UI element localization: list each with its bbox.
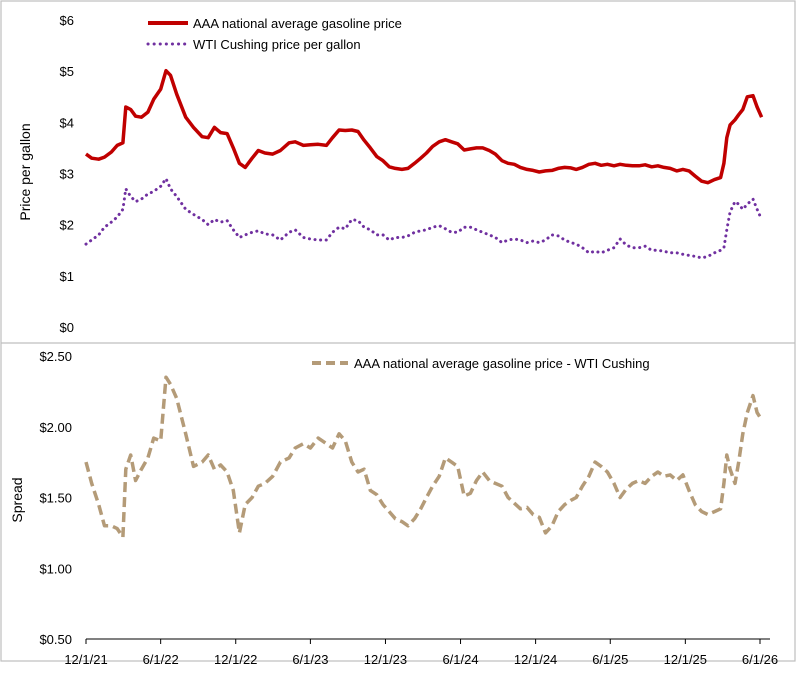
gasoline-price-line	[84, 68, 764, 185]
wti-price-line	[84, 175, 764, 260]
spread-x-ticks: 12/1/21 6/1/22 12/1/22 6/1/23 12/1/23 6/1/24 1…	[64, 639, 778, 667]
spread-y-axis-title: Spread	[9, 477, 25, 522]
spread-line	[84, 375, 764, 539]
x-tick-label: 12/1/24	[514, 652, 557, 667]
spread-y-tick-label: $1.00	[39, 561, 72, 576]
x-tick-label: 6/1/26	[742, 652, 778, 667]
price-y-ticks: $0 $1 $2 $3 $4 $5 $6	[60, 13, 74, 335]
spread-y-tick-label: $2.50	[39, 349, 72, 364]
spread-chart-panel: Spread $0.50 $1.00 $1.50 $2.00 $2.50 AAA nat…	[9, 349, 778, 667]
price-legend: AAA national average gasoline price WTI …	[146, 16, 402, 52]
spread-y-tick-label: $2.00	[39, 420, 72, 435]
price-series	[84, 68, 764, 260]
legend-gasoline-label: AAA national average gasoline price	[193, 16, 402, 31]
spread-series	[84, 375, 764, 539]
figure-border	[0, 0, 796, 662]
price-y-axis-title: Price per gallon	[17, 123, 33, 220]
x-tick-label: 6/1/25	[592, 652, 628, 667]
legend-wti-label: WTI Cushing price per gallon	[193, 37, 361, 52]
price-y-tick-label: $0	[60, 320, 74, 335]
x-tick-label: 12/1/25	[664, 652, 707, 667]
price-y-tick-label: $4	[60, 115, 74, 130]
price-y-tick-label: $6	[60, 13, 74, 28]
spread-y-tick-label: $1.50	[39, 491, 72, 506]
price-y-tick-label: $3	[60, 167, 74, 182]
x-tick-label: 12/1/22	[214, 652, 257, 667]
x-tick-label: 12/1/21	[64, 652, 107, 667]
x-tick-label: 6/1/24	[442, 652, 478, 667]
x-tick-label: 6/1/23	[292, 652, 328, 667]
price-y-tick-label: $1	[60, 269, 74, 284]
spread-legend: AAA national average gasoline price - WT…	[312, 356, 650, 371]
price-y-tick-label: $2	[60, 218, 74, 233]
spread-y-ticks: $0.50 $1.00 $1.50 $2.00 $2.50	[39, 349, 72, 647]
legend-spread-label: AAA national average gasoline price - WT…	[354, 356, 650, 371]
price-chart-panel: Price per gallon $0 $1 $2 $3 $4 $5 $6 AAA nati…	[17, 13, 764, 335]
price-y-tick-label: $5	[60, 64, 74, 79]
spread-y-tick-label: $0.50	[39, 632, 72, 647]
x-tick-label: 6/1/22	[143, 652, 179, 667]
x-tick-label: 12/1/23	[364, 652, 407, 667]
